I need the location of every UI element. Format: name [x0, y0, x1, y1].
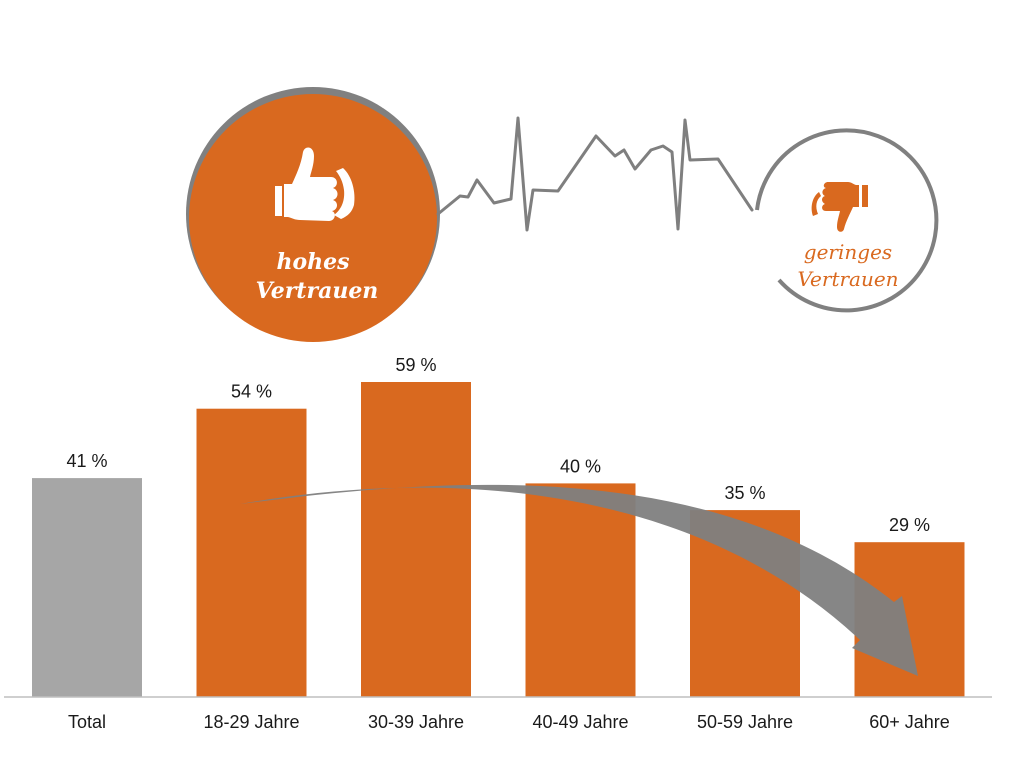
- value-label: 40 %: [560, 456, 601, 476]
- category-label: 50-59 Jahre: [697, 712, 793, 732]
- high-trust-badge: hohes Vertrauen: [186, 87, 440, 342]
- high-trust-label-line2: Vertrauen: [256, 278, 379, 304]
- thumbs-down-icon: [811, 182, 868, 232]
- category-label: 18-29 Jahre: [203, 712, 299, 732]
- bar-40-49-jahre: [525, 483, 636, 697]
- value-label: 41 %: [66, 451, 107, 471]
- low-trust-label-line2: Vertrauen: [797, 267, 898, 291]
- bars-layer: 41 % 54 % 59 % 40 % 35 % 29 %: [32, 355, 965, 697]
- category-label: 40-49 Jahre: [532, 712, 628, 732]
- low-trust-badge-ring: [755, 128, 939, 313]
- value-label: 29 %: [889, 515, 930, 535]
- category-label: Total: [68, 712, 106, 732]
- category-label: 30-39 Jahre: [368, 712, 464, 732]
- value-label: 35 %: [724, 483, 765, 503]
- bar-30-39-jahre: [361, 382, 471, 697]
- heartbeat-line: [436, 116, 754, 232]
- value-label: 54 %: [231, 382, 272, 402]
- category-labels: Total 18-29 Jahre 30-39 Jahre 40-49 Jahre 50…: [68, 712, 950, 732]
- high-trust-label-line1: hohes: [276, 249, 349, 275]
- category-label: 60+ Jahre: [869, 712, 950, 732]
- decline-arrow: [240, 484, 918, 676]
- value-label: 59 %: [395, 355, 436, 375]
- thumbs-up-icon: [275, 147, 355, 221]
- bar-total: [32, 478, 142, 697]
- low-trust-label-line1: geringes: [804, 240, 892, 264]
- bar-18-29-jahre: [196, 408, 307, 697]
- low-trust-badge: geringes Vertrauen: [755, 128, 939, 313]
